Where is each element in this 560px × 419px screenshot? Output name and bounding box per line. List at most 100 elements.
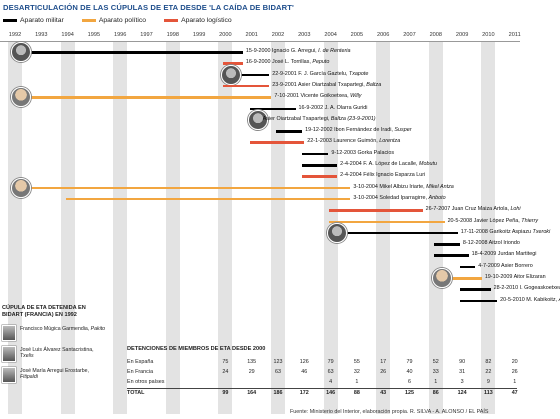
event-bar	[433, 243, 460, 246]
table-row: TOTAL 99 164 186 172 146 88 43 125 86 124 113 47	[127, 388, 518, 397]
table-cell: 79	[327, 359, 334, 365]
event-label: 15-9-2000 Ignacio G. Arregui, I. de Rent…	[246, 48, 351, 55]
table-cell: 135	[247, 359, 257, 365]
event-text: 17-11-2008 Garikoitz Aspiazu	[460, 228, 533, 235]
event-alias: Willy	[350, 93, 362, 100]
year-band	[271, 42, 285, 414]
event-alias: Lorentza	[379, 138, 401, 145]
legend-item-politico: Aparato político	[81, 15, 147, 25]
year-label: 2003	[298, 32, 311, 38]
event-bar	[223, 73, 270, 77]
event-label: 17-11-2008 Garikoitz Aspiazu Txeroki	[461, 229, 551, 236]
row-label: En Francia	[127, 369, 154, 375]
table-row: En otros países 4 1 6 1 3 9 1	[127, 378, 517, 387]
event-label: 3-10-2004 Soledad Iparragirre, Anboto	[353, 195, 445, 202]
member-alias: Txelis	[20, 353, 34, 359]
event-bar	[328, 220, 445, 223]
year-axis: 1992 1993 1994 1995 1996 1997 1998 1999 2000 2001…	[0, 32, 560, 42]
event-text: 2-4-2004 F. A. López de Lacalle,	[340, 161, 419, 167]
year-label: 2004	[324, 32, 337, 38]
event-bar	[433, 277, 482, 280]
table-cell: 29	[248, 369, 255, 375]
event-alias: Peputo	[312, 59, 330, 66]
event-label: 22-1-2003 Laurence Guimón, Lorentza	[307, 138, 400, 145]
table-cell: 6	[408, 379, 411, 385]
year-band	[376, 42, 391, 414]
table-cell: 1	[434, 379, 438, 385]
table-cell: 26	[511, 369, 518, 375]
member-photo	[2, 346, 16, 362]
axis-rule	[0, 41, 520, 42]
table-title: DETENCIONES DE MIEMBROS DE ETA DESDE 200…	[127, 346, 266, 352]
year-label: 2010	[482, 32, 495, 38]
row-label: En España	[127, 359, 154, 365]
table-cell: 186	[273, 390, 283, 396]
year-label: 2009	[455, 32, 469, 38]
year-band	[60, 42, 75, 414]
event-bar	[223, 62, 243, 65]
event-alias: Mikel Antza	[426, 183, 454, 190]
year-band	[113, 42, 128, 414]
event-text: 2-4-2004 Félix Ignacio Esparza Luri	[340, 172, 426, 179]
cupula-bidart: CÚPULA DE ETA DETENIDA EN BIDART (FRANCI…	[2, 305, 107, 383]
legend-label: Aparato logístico	[181, 16, 232, 24]
event-bar	[276, 130, 303, 133]
portrait-photo	[431, 268, 452, 288]
table-cell: 3	[460, 379, 464, 385]
table-cell: 17	[380, 359, 387, 365]
event-text: 15-9-2000 Ignacio G. Arregui,	[245, 48, 319, 54]
table-cell: 46	[301, 369, 308, 375]
table-cell: 99	[222, 390, 229, 396]
event-bar	[223, 84, 270, 88]
year-label: 2006	[376, 32, 390, 38]
table-cell: 123	[273, 359, 283, 365]
year-label: 2001	[245, 32, 258, 38]
event-label: 26-7-2007 Juan Cruz Maiza Artola, Lohi	[426, 206, 521, 213]
table-cell: 146	[326, 390, 336, 396]
event-label: 9-12-2003 Gorka Palacios	[331, 150, 394, 157]
table-cell: 75	[222, 359, 229, 365]
table-cell: 22	[485, 369, 492, 375]
event-alias: Txapote	[348, 70, 369, 77]
legend-item-logistico: Aparato logístico	[164, 15, 232, 25]
year-label: 2002	[271, 32, 285, 38]
year-label: 1994	[61, 32, 74, 38]
event-text: 7-10-2001 Vicente Goikoetxea,	[274, 93, 351, 100]
member-fullname: Francisco Múgica Garmendia,	[20, 326, 91, 332]
event-bar	[302, 152, 329, 156]
table-cell: 172	[299, 390, 309, 396]
member-name: José María Arregui Erostarbe, Fitipaldi	[20, 368, 108, 380]
event-text: 16-9-2000 José L. Torrillas,	[245, 59, 313, 66]
event-label: 3-10-2004 Mikel Albizu Iriarte, Mikel An…	[353, 184, 453, 191]
event-label: 20-5-2010 M. Kabikoitz, Ata	[500, 297, 560, 304]
event-alias: Mobutu	[419, 161, 437, 167]
event-label: 16-9-2000 José L. Torrillas, Peputo	[246, 59, 330, 66]
event-text: 3-10-2004 Mikel Albizu Iriarte,	[353, 183, 427, 190]
legend-label: Aparato político	[98, 16, 147, 24]
event-text: 16-9-2002 J. A. Olarra Guridi	[298, 104, 368, 111]
event-bar	[249, 107, 296, 110]
event-alias: Thierry	[521, 217, 539, 224]
year-label: 1998	[166, 32, 180, 38]
member-fullname: José María Arregui Erostarbe,	[20, 368, 89, 374]
table-cell: 4	[329, 379, 333, 385]
year-label: 1995	[87, 32, 101, 38]
event-text: 3-10-2004 Soledad Iparragirre,	[353, 194, 429, 201]
event-bar	[460, 299, 498, 303]
table-cell: 32	[353, 369, 360, 375]
legend-item-militar: Aparato militar	[3, 15, 64, 25]
table-cell: 26	[380, 369, 387, 375]
portrait-photo	[247, 109, 268, 130]
table-cell: 113	[484, 390, 493, 396]
event-text: 26-7-2007 Juan Cruz Maiza Artola,	[425, 206, 511, 213]
member-name: Francisco Múgica Garmendia, Pakito	[20, 326, 108, 332]
event-text: Asier Oiartzabal Txapartegi,	[262, 115, 331, 122]
legend-swatch	[164, 18, 179, 22]
page-title: DESARTICULACIÓN DE LAS CÚPULAS DE ETA DE…	[3, 3, 294, 12]
event-label: 7-10-2001 Vicente Goikoetxea, Willy	[274, 93, 361, 100]
year-label: 2007	[403, 32, 416, 38]
source-note: Fuente: Ministerio del Interior, elabora…	[290, 409, 489, 415]
year-label: 1993	[35, 32, 48, 38]
event-bar	[328, 231, 458, 235]
legend: Aparato militar Aparato político Aparato…	[3, 15, 232, 25]
